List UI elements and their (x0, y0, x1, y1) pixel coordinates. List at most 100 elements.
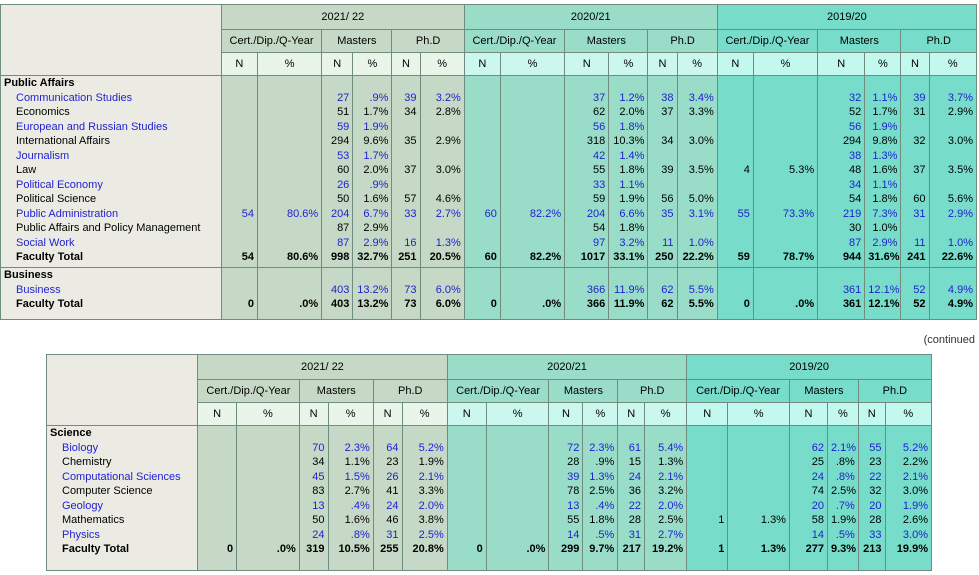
data-cell: 1.1% (619, 178, 645, 191)
data-cell: 361 (842, 283, 862, 296)
data-cell (504, 120, 561, 135)
data-cell: 31.6% (868, 251, 900, 263)
data-cell: 1017 (580, 251, 606, 263)
data-cell (504, 192, 561, 207)
data-cell: 59 (593, 193, 606, 205)
spacer (721, 269, 750, 283)
data-cell: 12.1% (868, 298, 900, 310)
data-cell: 1.8% (619, 222, 645, 234)
department-link[interactable]: Public Administration (16, 207, 119, 220)
data-cell: .5% (595, 528, 615, 541)
data-cell: 35 (661, 207, 674, 220)
data-cell: 57 (404, 193, 417, 205)
spacer (201, 427, 233, 441)
data-cell: 6.0% (435, 283, 461, 296)
data-cell: 944 (842, 251, 862, 263)
data-cell: 24 (628, 470, 642, 483)
data-cell: 2.1% (658, 470, 684, 483)
data-cell: .4% (595, 499, 615, 512)
data-cell (690, 484, 724, 499)
department-link[interactable]: Computational Sciences (62, 470, 181, 483)
spacer (424, 77, 461, 91)
data-cell: 27 (337, 91, 350, 104)
data-cell (225, 91, 254, 106)
data-cell: 30 (849, 222, 862, 234)
percent-header: % (352, 52, 393, 76)
department-link[interactable]: Journalism (16, 149, 70, 162)
percent-column: 1.3% 1.3% (727, 425, 790, 571)
data-cell (504, 221, 561, 236)
data-cell: 3.3% (418, 485, 444, 497)
data-cell (504, 105, 561, 120)
percent-column: 1.2% 2.0% 1.8% 10.3% 1.4% 1.8% 1.1% 1.9% 6.6% 1.8… (608, 75, 649, 268)
year-header: 2020/21 (446, 354, 688, 380)
count-header: N (463, 52, 501, 76)
data-cell (933, 120, 973, 135)
data-cell (490, 484, 546, 499)
data-cell: .8% (350, 528, 370, 541)
data-cell (424, 178, 461, 193)
spacer (568, 77, 605, 91)
data-cell: 5.0% (688, 193, 714, 205)
data-cell: .5% (835, 528, 855, 541)
data-cell: 33 (869, 528, 882, 541)
spacer (721, 77, 750, 91)
data-cell: 251 (398, 251, 417, 263)
data-cell: 20 (811, 499, 824, 512)
department-label: Chemistry (62, 456, 112, 468)
data-cell: 5.2% (902, 441, 928, 454)
data-cell: .8% (835, 470, 855, 483)
data-cell: 51 (337, 106, 350, 118)
data-cell: 3.0% (435, 164, 461, 176)
data-cell (468, 120, 497, 135)
data-cell: 366 (586, 298, 606, 310)
data-cell (721, 149, 750, 164)
department-link[interactable]: Business (16, 283, 61, 296)
department-link[interactable]: Geology (62, 499, 103, 512)
department-link[interactable]: Social Work (16, 236, 75, 249)
data-cell: 70 (312, 441, 325, 454)
data-cell (261, 221, 318, 236)
data-cell: 204 (586, 207, 606, 220)
data-cell: 34 (404, 106, 417, 118)
spacer (356, 269, 388, 283)
data-cell: 1.0% (947, 236, 973, 249)
data-cell (731, 484, 786, 499)
spacer (225, 77, 254, 91)
data-cell (451, 528, 483, 543)
spacer (862, 427, 882, 441)
data-cell: 1.9% (830, 514, 857, 526)
data-cell: 82.2% (529, 251, 562, 263)
data-cell (468, 236, 497, 251)
department-link[interactable]: Biology (62, 441, 99, 454)
data-cell: 59 (337, 120, 350, 133)
data-cell (721, 178, 750, 193)
data-cell: 52 (849, 106, 862, 118)
data-cell (468, 163, 497, 178)
data-cell: .0% (795, 298, 815, 310)
data-cell (690, 499, 724, 514)
data-cell (690, 455, 724, 470)
data-cell: 19.9% (896, 543, 928, 555)
data-cell: 2.1% (830, 441, 857, 454)
data-cell: .4% (350, 499, 370, 512)
department-link[interactable]: Communication Studies (16, 91, 133, 104)
data-cell: 361 (842, 298, 862, 310)
spacer (868, 269, 897, 283)
percent-header: % (485, 402, 550, 426)
percent-header: % (401, 402, 448, 426)
data-cell (225, 163, 254, 178)
spacer (904, 77, 925, 91)
percent-column: 5.2% 1.9% 2.1% 3.3% 2.0% 3.8% 2.5% 20.8% (401, 425, 448, 571)
program-header: Cert./Dip./Q-Year (220, 29, 323, 53)
data-cell (468, 221, 497, 236)
data-cell: 32.7% (357, 251, 389, 263)
department-link[interactable]: Political Economy (16, 178, 103, 191)
data-cell (721, 105, 750, 120)
data-cell: 998 (330, 251, 350, 263)
data-cell: 97 (593, 236, 606, 249)
department-link[interactable]: European and Russian Studies (16, 120, 168, 133)
data-cell (468, 134, 497, 149)
department-link[interactable]: Physics (62, 528, 100, 541)
data-cell: 5.6% (947, 193, 973, 205)
